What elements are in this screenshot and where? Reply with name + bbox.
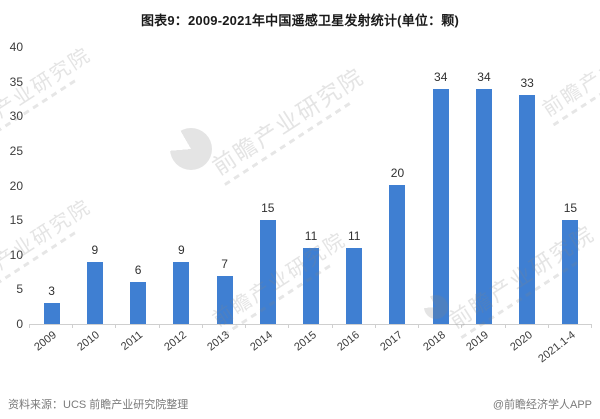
bar xyxy=(216,276,233,324)
bar-column: 11 2015 xyxy=(289,47,333,354)
bar-column: 34 2018 xyxy=(419,47,463,354)
bar xyxy=(86,262,103,324)
bar-column: 34 2019 xyxy=(462,47,506,354)
y-axis-tick-label: 20 xyxy=(9,178,23,193)
y-axis-tick-label: 30 xyxy=(9,109,23,124)
y-axis-tick-label: 25 xyxy=(9,143,23,158)
bar xyxy=(519,95,536,324)
bar-column: 33 2020 xyxy=(506,47,550,354)
x-axis-tick-label: 2018 xyxy=(421,329,449,354)
x-axis-tick-label: 2010 xyxy=(75,329,103,354)
y-axis-tick-label: 35 xyxy=(9,74,23,89)
y-axis-tick-label: 15 xyxy=(9,213,23,228)
bar-column: 11 2016 xyxy=(333,47,377,354)
bar xyxy=(259,220,276,324)
bar-value-label: 11 xyxy=(304,229,318,243)
bar-column: 7 2013 xyxy=(203,47,247,354)
bar-column: 15 2021.1-4 xyxy=(536,47,593,365)
page-title: 图表9：2009-2021年中国遥感卫星发射统计(单位：颗) xyxy=(140,13,460,28)
bar xyxy=(43,303,60,324)
bar-value-label: 9 xyxy=(91,243,99,257)
bar-value-label: 9 xyxy=(177,243,185,257)
bar xyxy=(130,282,147,324)
bar-value-label: 11 xyxy=(348,229,361,243)
bar-column: 15 2014 xyxy=(246,47,290,354)
bar-column: 20 2017 xyxy=(376,47,420,354)
bar-value-label: 15 xyxy=(261,201,275,215)
y-axis-tick-label: 10 xyxy=(9,247,23,262)
y-axis-tick-label: 5 xyxy=(16,282,23,297)
x-axis-tick-label: 2019 xyxy=(464,329,492,354)
x-axis-tick-label: 2012 xyxy=(162,329,189,354)
footer: 资料来源：UCS 前瞻产业研究院整理 @前瞻经济学人APP xyxy=(8,396,592,412)
bar xyxy=(173,262,190,324)
bar xyxy=(303,248,320,324)
bar-column: 9 2010 xyxy=(73,47,117,354)
plot-area: 3 2009 9 2010 6 2011 9 2012 7 2013 15 2014 11 2015 11 2… xyxy=(29,47,593,365)
bar-value-label: 34 xyxy=(477,70,491,84)
bar-value-label: 34 xyxy=(434,70,448,84)
bar xyxy=(475,89,492,324)
bar-column: 9 2012 xyxy=(160,47,204,354)
bar-value-label: 7 xyxy=(221,257,228,271)
bar-value-label: 33 xyxy=(520,76,534,90)
bar-value-label: 3 xyxy=(48,284,55,298)
bar-value-label: 20 xyxy=(390,166,405,180)
bar-value-label: 15 xyxy=(563,201,578,215)
source-note: 资料来源：UCS 前瞻产业研究院整理 xyxy=(8,399,189,411)
bar xyxy=(432,89,449,324)
bar-value-label: 6 xyxy=(134,263,142,277)
x-axis-tick-label: 2009 xyxy=(32,329,60,354)
x-axis-tick-label: 2021.1-4 xyxy=(536,329,578,366)
x-axis-tick-label: 2015 xyxy=(291,329,319,354)
y-axis-tick-label: 40 xyxy=(9,40,23,54)
y-axis-labels: 0 5 10 15 20 25 30 35 40 xyxy=(0,40,26,331)
x-axis-tick-label: 2016 xyxy=(334,329,362,354)
y-axis-tick-label: 0 xyxy=(16,317,23,331)
app-credit: @前瞻经济学人APP xyxy=(492,399,592,411)
bar xyxy=(346,248,363,324)
bar xyxy=(562,220,579,324)
x-axis-tick-label: 2011 xyxy=(119,329,146,354)
bar xyxy=(389,185,406,324)
bar-column: 3 2009 xyxy=(30,47,74,354)
x-axis-tick-label: 2014 xyxy=(248,329,276,354)
x-axis-tick-label: 2017 xyxy=(378,329,405,354)
x-axis-tick-label: 2020 xyxy=(507,329,535,354)
bar-column: 6 2011 xyxy=(116,47,160,353)
x-axis-tick-label: 2013 xyxy=(205,329,232,354)
